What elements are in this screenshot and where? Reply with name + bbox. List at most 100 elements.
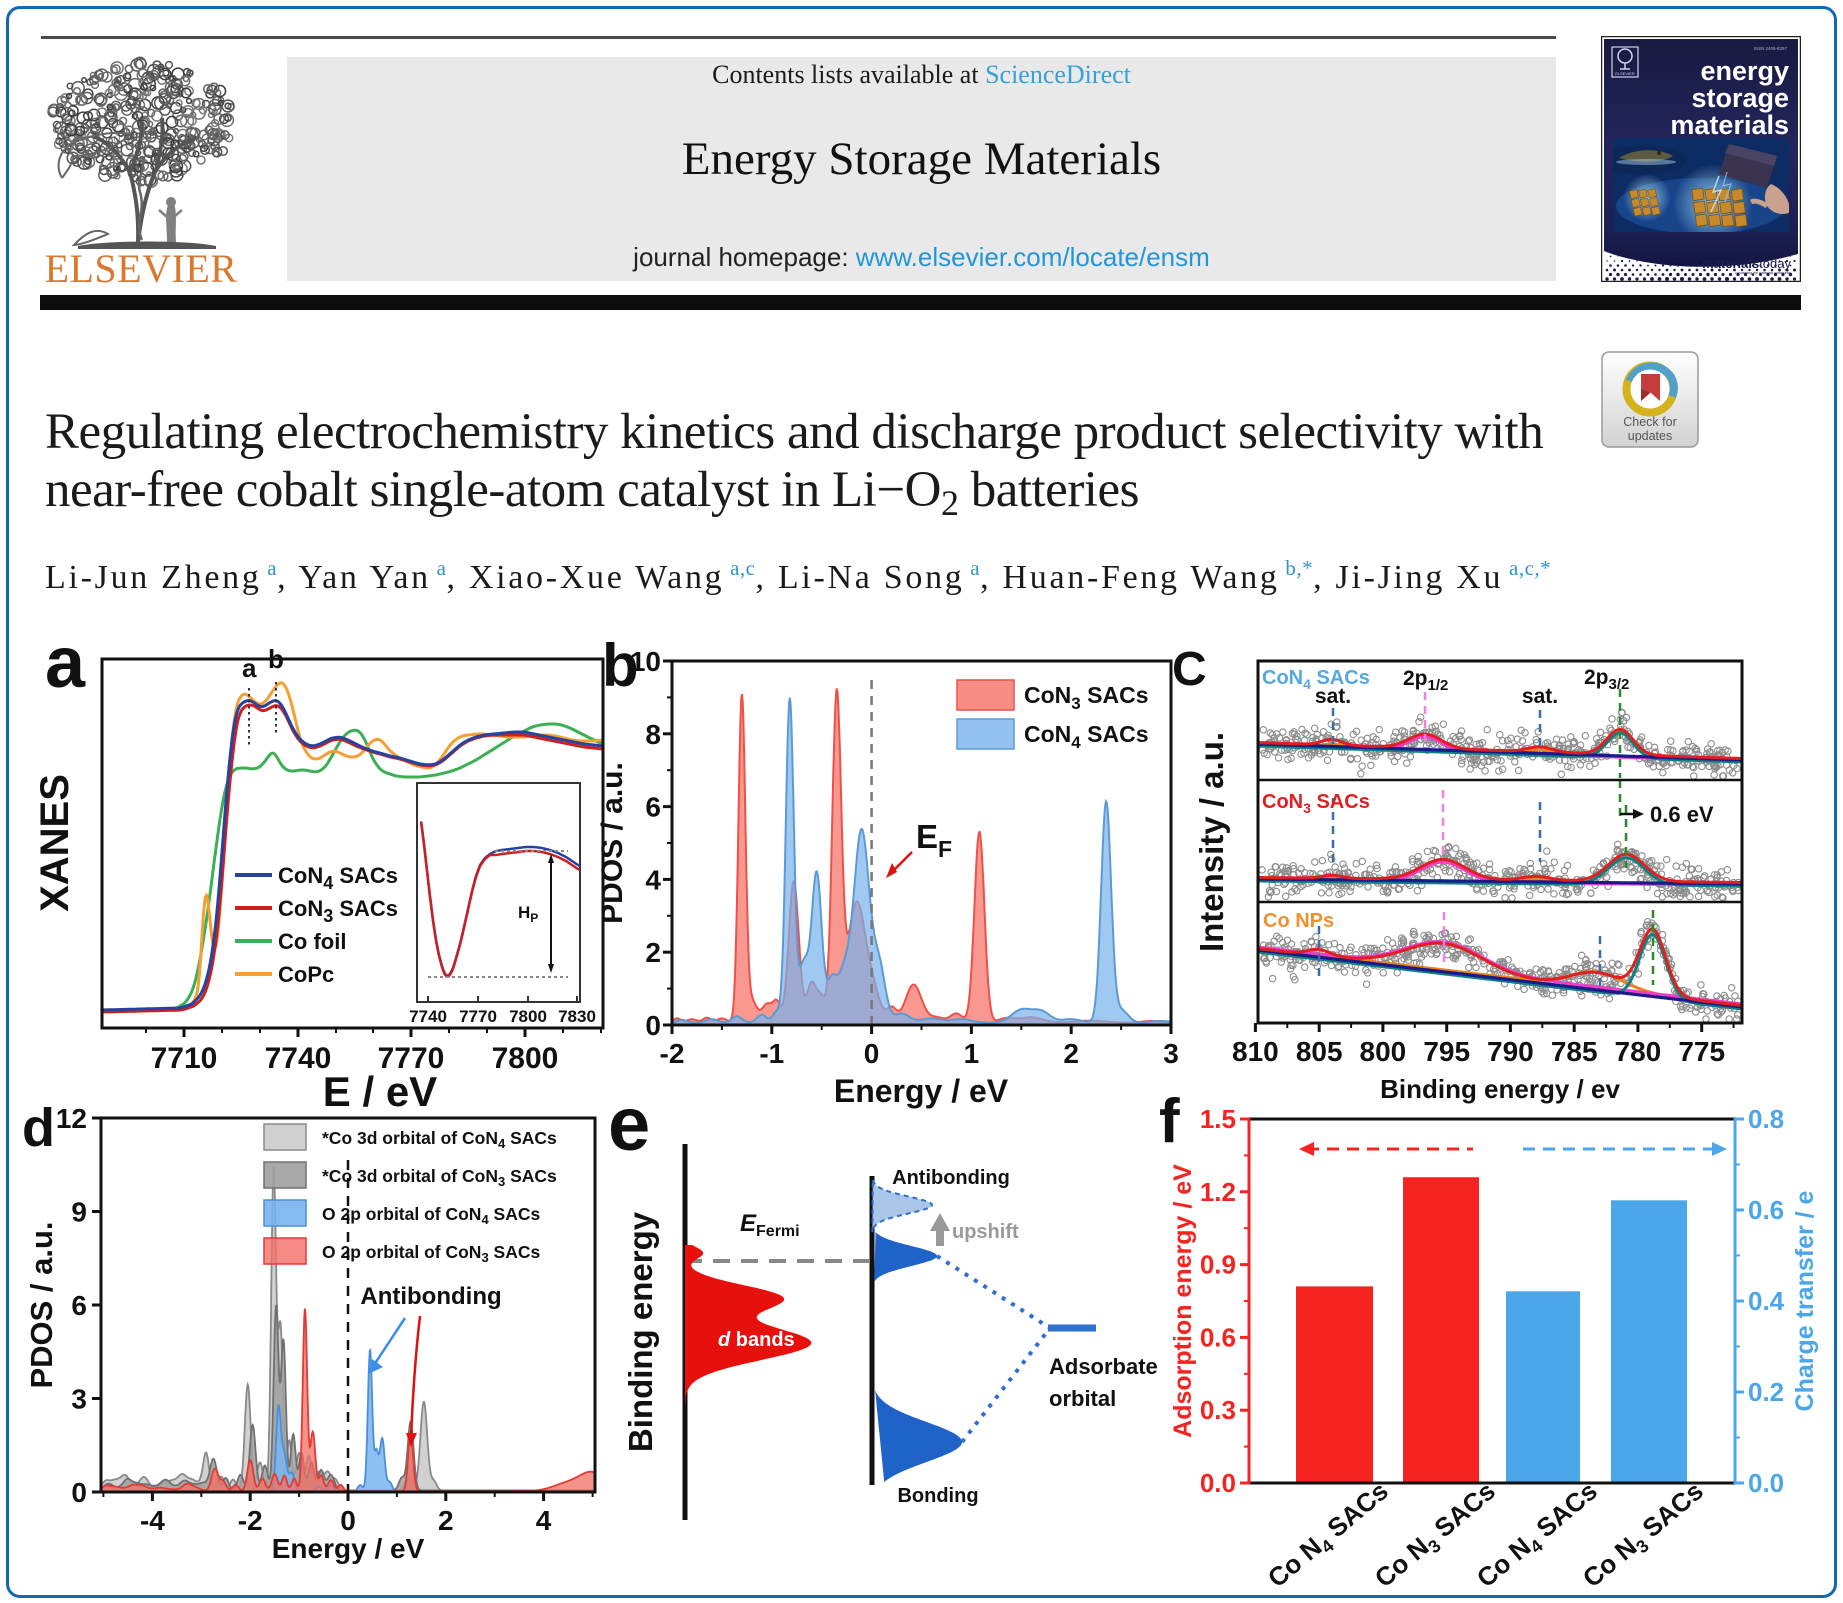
svg-text:CoN3 SACs: CoN3 SACs <box>1262 791 1370 816</box>
svg-text:storage: storage <box>1691 83 1789 113</box>
svg-text:790: 790 <box>1487 1036 1534 1067</box>
svg-text:0.6 eV: 0.6 eV <box>1650 802 1714 827</box>
svg-text:O 2p orbital of CoN4 SACs: O 2p orbital of CoN4 SACs <box>322 1204 540 1227</box>
svg-text:780: 780 <box>1615 1036 1662 1067</box>
svg-text:6: 6 <box>71 1290 87 1321</box>
svg-text:4: 4 <box>536 1505 552 1536</box>
svg-text:e: e <box>608 1082 650 1167</box>
svg-text:C: C <box>1172 643 1207 696</box>
svg-text:sat.: sat. <box>1522 685 1558 708</box>
svg-text:materialstoday: materialstoday <box>1702 256 1791 271</box>
svg-text:Bonding: Bonding <box>897 1485 978 1507</box>
svg-text:Adsorbate: Adsorbate <box>1049 1354 1158 1379</box>
svg-text:-4: -4 <box>140 1505 165 1536</box>
svg-text:10: 10 <box>630 646 661 677</box>
svg-text:2: 2 <box>645 937 661 968</box>
svg-text:EFermi: EFermi <box>740 1210 800 1240</box>
svg-text:Antibonding: Antibonding <box>892 1167 1010 1189</box>
svg-text:0.9: 0.9 <box>1200 1250 1236 1280</box>
svg-text:ELSEVIER: ELSEVIER <box>45 246 238 288</box>
svg-text:2: 2 <box>1063 1038 1079 1069</box>
svg-text:b: b <box>602 632 639 699</box>
svg-text:*Co 3d orbital of CoN4 SACs: *Co 3d orbital of CoN4 SACs <box>322 1128 557 1151</box>
svg-text:O 2p orbital of CoN3 SACs: O 2p orbital of CoN3 SACs <box>322 1242 540 1265</box>
svg-text:0.6: 0.6 <box>1748 1195 1784 1225</box>
svg-text:ISSN 2405-8297: ISSN 2405-8297 <box>1754 46 1788 51</box>
svg-text:7740: 7740 <box>409 1007 447 1026</box>
svg-text:Co NPs: Co NPs <box>1263 910 1334 932</box>
svg-text:0: 0 <box>645 1010 661 1041</box>
svg-text:0.8: 0.8 <box>1748 1104 1784 1134</box>
svg-text:PDOS / a.u.: PDOS / a.u. <box>24 1221 59 1388</box>
svg-text:-2: -2 <box>660 1038 685 1069</box>
svg-text:d: d <box>22 1098 55 1158</box>
svg-text:6: 6 <box>645 792 661 823</box>
svg-text:2p1/2: 2p1/2 <box>1403 667 1448 694</box>
svg-text:7800: 7800 <box>492 1042 559 1075</box>
svg-text:CoN4 SACs: CoN4 SACs <box>1024 721 1149 752</box>
svg-text:Charge transfer / e: Charge transfer / e <box>1791 1190 1819 1411</box>
svg-text:0.6: 0.6 <box>1200 1322 1236 1352</box>
svg-text:0: 0 <box>340 1505 356 1536</box>
svg-text:Binding energy / ev: Binding energy / ev <box>1380 1074 1620 1104</box>
svg-text:800: 800 <box>1360 1036 1407 1067</box>
svg-text:Intensity / a.u.: Intensity / a.u. <box>1193 732 1230 952</box>
svg-text:connecting the materials commu: connecting the materials community <box>1735 271 1791 275</box>
svg-text:1: 1 <box>964 1038 980 1069</box>
svg-text:8: 8 <box>645 719 661 750</box>
svg-text:*Co 3d orbital of CoN3 SACs: *Co 3d orbital of CoN3 SACs <box>322 1166 557 1189</box>
svg-text:-2: -2 <box>238 1505 263 1536</box>
svg-text:EF: EF <box>916 818 952 862</box>
svg-text:12: 12 <box>56 1103 87 1134</box>
svg-text:upshift: upshift <box>952 1221 1019 1243</box>
svg-text:Adsorption energy / eV: Adsorption energy / eV <box>1169 1164 1197 1438</box>
svg-text:d bands: d bands <box>718 1329 795 1351</box>
svg-text:orbital: orbital <box>1049 1386 1116 1411</box>
svg-text:4: 4 <box>645 864 661 895</box>
svg-text:7710: 7710 <box>151 1042 218 1075</box>
svg-text:7800: 7800 <box>509 1007 547 1026</box>
svg-text:805: 805 <box>1296 1036 1343 1067</box>
svg-text:CoN4 SACs: CoN4 SACs <box>278 863 398 893</box>
svg-text:0: 0 <box>71 1477 87 1508</box>
svg-text:Co foil: Co foil <box>278 929 346 954</box>
svg-text:Check for: Check for <box>1623 415 1677 429</box>
svg-text:7770: 7770 <box>459 1007 497 1026</box>
svg-text:ELSEVIER: ELSEVIER <box>1615 71 1635 76</box>
svg-text:-1: -1 <box>759 1038 784 1069</box>
svg-text:sat.: sat. <box>1315 685 1351 708</box>
svg-text:materials: materials <box>1670 110 1789 140</box>
svg-text:785: 785 <box>1551 1036 1598 1067</box>
svg-text:3: 3 <box>71 1384 87 1415</box>
svg-text:CoN4 SACs: CoN4 SACs <box>1262 667 1370 692</box>
svg-text:0: 0 <box>864 1038 880 1069</box>
svg-text:CoN3 SACs: CoN3 SACs <box>278 896 398 926</box>
svg-text:E / eV: E / eV <box>323 1068 437 1115</box>
svg-text:f: f <box>1159 1087 1180 1156</box>
svg-text:PDOS / a.u.: PDOS / a.u. <box>596 762 629 924</box>
svg-text:0.4: 0.4 <box>1748 1286 1785 1316</box>
svg-text:0.0: 0.0 <box>1200 1468 1236 1498</box>
svg-text:0.3: 0.3 <box>1200 1395 1236 1425</box>
svg-text:7830: 7830 <box>558 1007 596 1026</box>
svg-text:1.2: 1.2 <box>1200 1177 1236 1207</box>
svg-text:0.0: 0.0 <box>1748 1468 1784 1498</box>
svg-text:7740: 7740 <box>265 1042 332 1075</box>
svg-text:810: 810 <box>1232 1036 1279 1067</box>
svg-text:7770: 7770 <box>378 1042 445 1075</box>
svg-text:9: 9 <box>71 1197 87 1228</box>
svg-text:Antibonding: Antibonding <box>360 1283 501 1310</box>
svg-text:775: 775 <box>1678 1036 1725 1067</box>
svg-text:energy: energy <box>1700 56 1789 86</box>
svg-text:795: 795 <box>1423 1036 1470 1067</box>
svg-text:0.2: 0.2 <box>1748 1377 1784 1407</box>
svg-text:XANES: XANES <box>33 774 77 912</box>
svg-text:a: a <box>45 623 86 703</box>
svg-text:Energy / eV: Energy / eV <box>272 1533 425 1564</box>
svg-text:2: 2 <box>438 1505 454 1536</box>
svg-text:CoN3 SACs: CoN3 SACs <box>1024 682 1149 713</box>
svg-text:CoPc: CoPc <box>278 962 334 987</box>
svg-text:Energy / eV: Energy / eV <box>834 1073 1009 1109</box>
svg-text:Binding energy: Binding energy <box>622 1211 659 1452</box>
svg-text:3: 3 <box>1163 1038 1179 1069</box>
